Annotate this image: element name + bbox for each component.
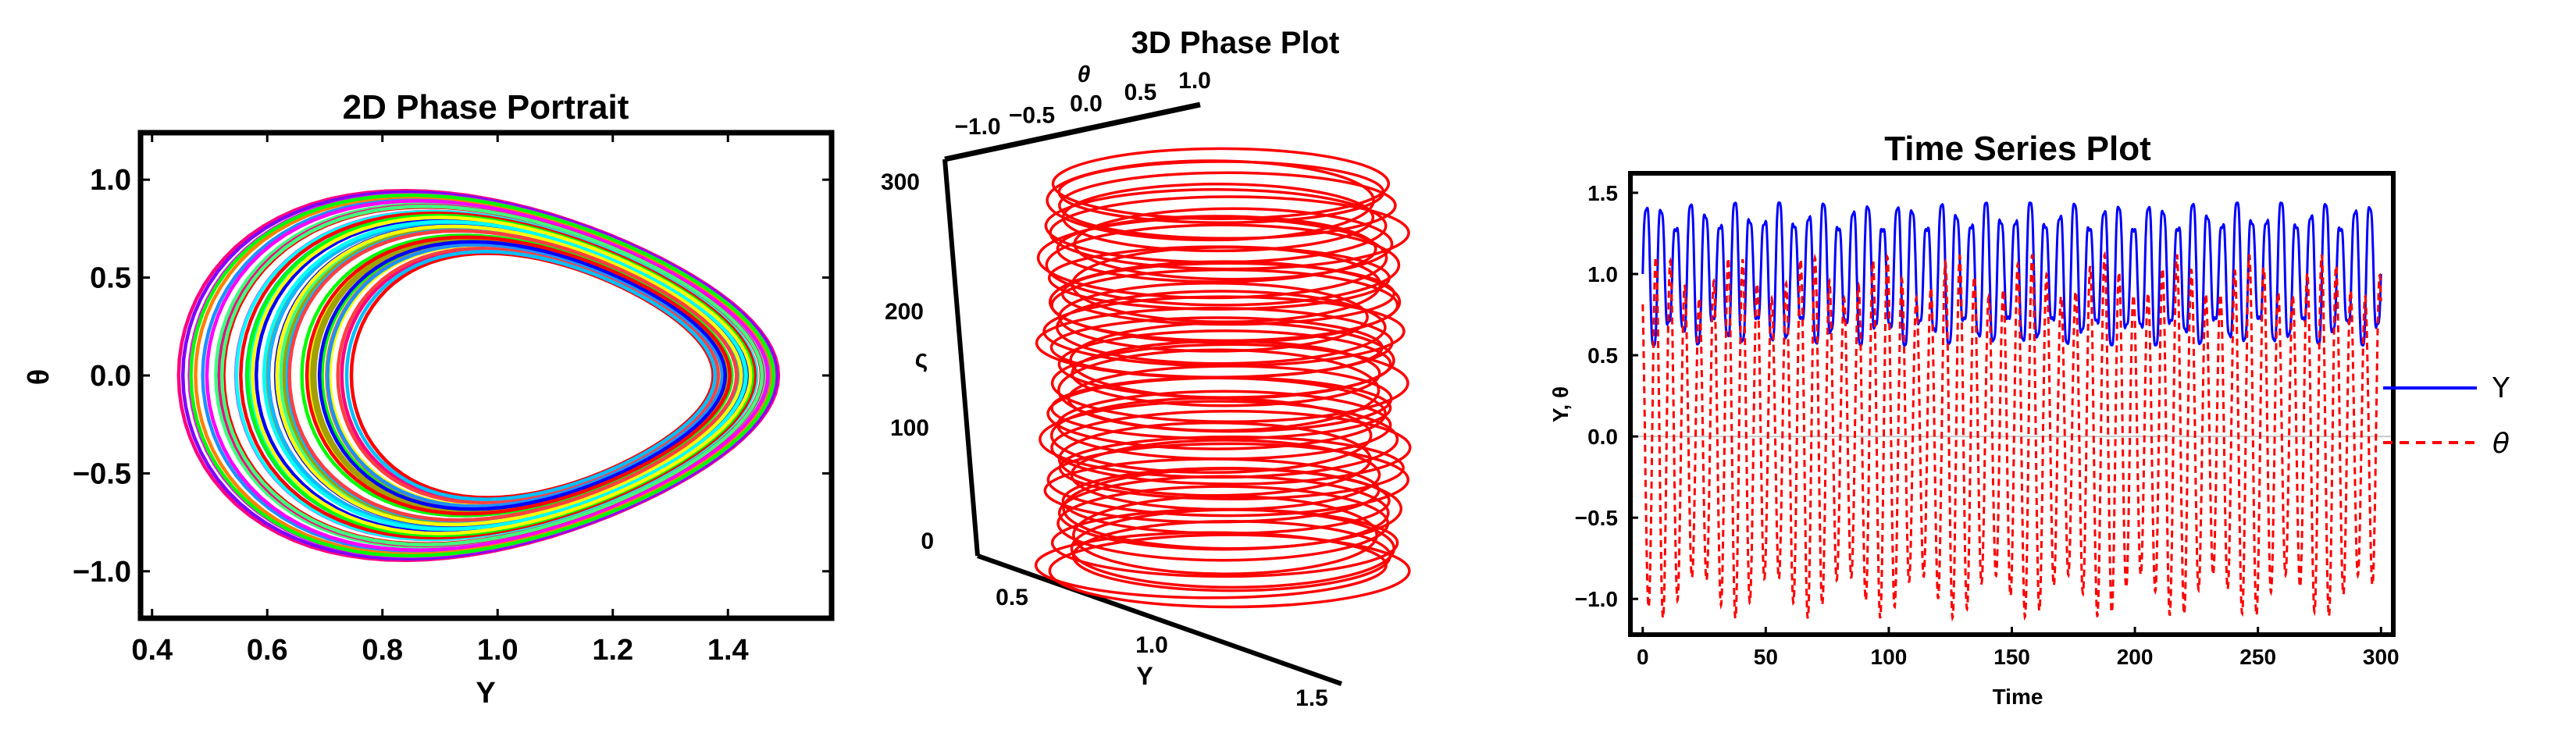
legend-label-theta: θ (2492, 428, 2510, 460)
x-tick-label: 0 (1637, 645, 1649, 669)
y-axis-label: θ (23, 369, 55, 386)
y-axis-name: Y (1136, 662, 1153, 690)
orbit-loop (205, 199, 770, 552)
orbit-loop (305, 235, 732, 516)
series-theta-line (1641, 251, 2382, 622)
orbit-loop (245, 213, 754, 538)
x-tick-label: 1.4 (707, 634, 749, 667)
x-tick-label: 200 (2117, 645, 2154, 669)
orbit-loop (180, 190, 779, 561)
y-tick-label: −0.5 (73, 457, 131, 490)
trajectory-loop (1046, 442, 1410, 518)
z-tick-label: 300 (881, 169, 920, 195)
z-tick-label: 200 (885, 299, 924, 325)
y-tick-label: 0.5 (996, 585, 1028, 610)
orbit-loop (300, 233, 734, 518)
orbit-loop (287, 229, 739, 522)
legend-label-y: Y (2492, 372, 2510, 404)
orbit-loop (349, 251, 715, 500)
orbit-loop (336, 247, 721, 504)
x-tick-label: 300 (2363, 645, 2400, 669)
x-axis-label: Y (476, 677, 495, 710)
theta-axis-line (944, 101, 1201, 162)
trajectory-loop (1045, 223, 1401, 307)
orbit-loop (312, 238, 729, 513)
y-tick-label: 0.0 (90, 360, 131, 393)
trajectory-loop (1056, 485, 1390, 562)
y-tick-label: −0.5 (1575, 506, 1618, 530)
y-tick-label: 0.5 (1587, 343, 1618, 368)
orbit-loop (219, 205, 764, 546)
trajectory-loop (1058, 171, 1397, 240)
x-tick-label: 100 (1871, 645, 1908, 669)
orbit-loop (317, 240, 728, 511)
z-axis-line (942, 158, 980, 557)
z-axis-name: ς (915, 344, 928, 372)
orbit-loop (239, 211, 757, 540)
x-tick-label: 150 (1993, 645, 2030, 669)
orbit-loop (275, 224, 743, 527)
y-tick-label: 0.0 (1587, 425, 1618, 449)
x-tick-label: 250 (2239, 645, 2276, 669)
x-tick-label: 0.4 (131, 634, 173, 667)
x-tick-label: 1.0 (477, 634, 518, 667)
orbit-loop (344, 250, 717, 501)
y-tick-label: 0.5 (90, 262, 131, 295)
trajectory-loop (1057, 475, 1390, 551)
series-y-line (1641, 201, 2382, 347)
plot-area (1630, 201, 2393, 622)
y-tick-label: 1.5 (1295, 685, 1328, 711)
z-tick-label: 0 (921, 528, 934, 554)
y-tick-label: −1.0 (73, 556, 131, 589)
theta-tick-label: 0.5 (1124, 80, 1157, 105)
tick-group: 0 50 100 150 200 250 300 1.5 1.0 0.5 0.0 −0.5 −1.0 (1575, 181, 2400, 669)
chart-title: Time Series Plot (1884, 130, 2151, 168)
y-axis-label: Y, θ (1548, 386, 1573, 422)
theta-tick-label: 0.0 (1070, 91, 1103, 117)
trajectory-loop (1070, 508, 1396, 589)
theta-tick-label: 1.0 (1178, 68, 1211, 94)
y-tick-label: 1.0 (1587, 262, 1618, 286)
x-axis-label: Time (1993, 685, 2043, 709)
tick-group: 0.4 0.6 0.8 1.0 1.2 1.4 1.0 0.5 0.0 −0.5 −1.0 (73, 133, 832, 667)
orbit-loop (189, 193, 776, 558)
orbit-loop (262, 219, 748, 532)
x-tick-label: 1.2 (592, 634, 633, 667)
y-axis-line (977, 553, 1342, 686)
chart-title: 3D Phase Plot (1131, 26, 1340, 60)
trajectory-loop (1072, 494, 1378, 575)
y-tick-label: 1.5 (1587, 181, 1618, 205)
phase-plot-3d: 3D Phase Plot −1.0 −0.5 0.0 0.5 1.0 0 100 200 30… (881, 26, 1412, 711)
trajectory-loop (1049, 316, 1384, 379)
chart-title: 2D Phase Portrait (343, 88, 629, 126)
plot-area (176, 188, 781, 563)
theta-tick-label: −1.0 (954, 114, 1000, 140)
trajectory-loop (1046, 376, 1387, 450)
y-tick-label: −1.0 (1575, 587, 1618, 611)
trajectory-loop (1061, 183, 1375, 253)
theta-tick-label: −0.5 (1009, 102, 1055, 128)
trajectory-loop (1067, 365, 1393, 433)
x-tick-label: 0.8 (362, 634, 403, 667)
trajectory-loop (1046, 159, 1375, 242)
y-tick-label: 1.0 (90, 164, 131, 197)
z-tick-label: 100 (890, 415, 929, 441)
orbit-loop (326, 243, 725, 508)
y-tick-label: 1.0 (1135, 632, 1168, 658)
phase-portrait-2d: 2D Phase Portrait 0.4 0.6 0.8 1.0 1.2 1.41.00… (23, 88, 835, 710)
theta-axis-name: θ (1078, 62, 1091, 87)
x-tick-label: 0.6 (247, 634, 288, 667)
orbit-loop (194, 194, 774, 557)
tick-group: −1.0 −0.5 0.0 0.5 1.0 0 100 200 300 0.5 1.0 1.5 (881, 68, 1328, 711)
trajectory-loop (1049, 397, 1373, 475)
legend: Y θ (2383, 372, 2510, 460)
trajectory-loop (1048, 533, 1411, 609)
time-series: Time Series Plot 0 50 100 150 200 250 300 1.5 1.… (1548, 130, 2510, 709)
trajectory-3d (1034, 147, 1412, 609)
orbit-loop (251, 215, 753, 536)
trajectory-loop (1050, 409, 1412, 486)
trajectory-loop (1034, 531, 1388, 600)
x-tick-label: 50 (1754, 645, 1778, 669)
